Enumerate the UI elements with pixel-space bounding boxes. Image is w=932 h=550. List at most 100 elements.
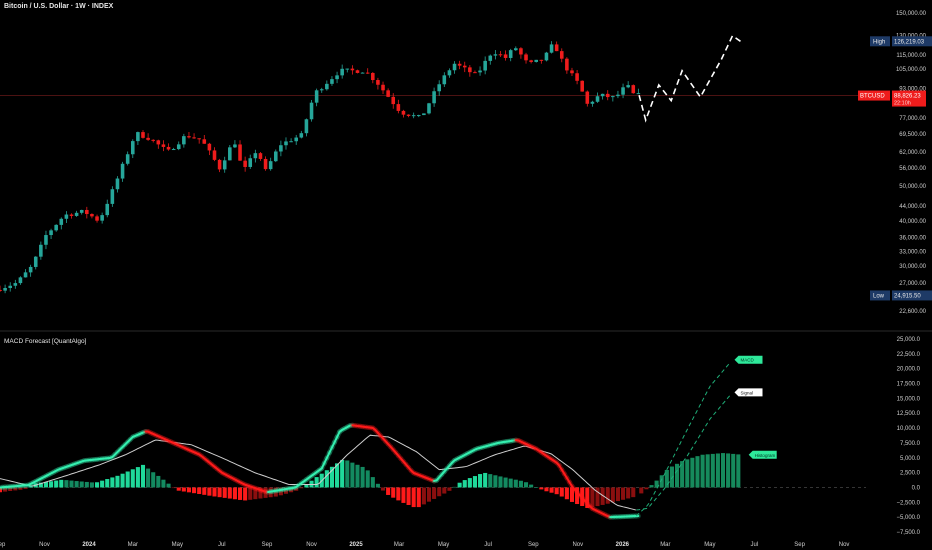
candle <box>238 144 242 161</box>
candle <box>534 59 539 62</box>
histogram-bar <box>49 481 54 488</box>
candle <box>28 266 33 273</box>
candle <box>442 75 447 85</box>
x-tick-label: Sep <box>262 542 273 548</box>
histogram-bar <box>411 487 416 508</box>
candle <box>212 150 217 160</box>
candle <box>207 143 212 151</box>
candle <box>314 90 319 103</box>
candle <box>575 73 579 81</box>
candle <box>222 160 227 170</box>
histogram-bar <box>140 464 146 488</box>
candle <box>468 67 472 73</box>
candle <box>268 161 273 170</box>
candle <box>18 277 23 284</box>
candle <box>64 214 69 219</box>
candle <box>401 110 406 115</box>
candle <box>325 83 329 90</box>
candle <box>621 87 625 95</box>
histogram-forecast-bar <box>685 459 690 488</box>
histogram-bar <box>253 487 258 500</box>
candle <box>182 136 186 145</box>
candle <box>8 285 13 288</box>
candle <box>39 244 43 257</box>
candle <box>600 93 605 97</box>
candle <box>585 91 590 104</box>
histogram-bar <box>100 480 105 488</box>
price-tick-label: 30,000.00 <box>899 264 926 270</box>
x-tick-label: Jul <box>751 542 759 548</box>
histogram-bar <box>549 487 554 493</box>
x-tick-label: Sep <box>0 542 6 548</box>
histogram-bar <box>324 470 329 488</box>
histogram-forecast-bar <box>736 454 741 488</box>
high-badge-label: High <box>873 40 885 46</box>
candle <box>488 55 493 61</box>
histogram-bar <box>43 481 49 488</box>
histogram-bar <box>432 487 437 499</box>
histogram-bar <box>452 486 457 488</box>
macd-tick-label: 17,500.0 <box>897 382 921 388</box>
price-tick-label: 40,000.00 <box>899 219 926 225</box>
x-tick-label: Nov <box>39 542 50 548</box>
candle <box>253 153 258 159</box>
histogram-bar <box>523 482 529 488</box>
histogram-bar <box>115 475 120 488</box>
low-badge-label-bg <box>870 290 890 301</box>
candle <box>437 84 441 92</box>
candle <box>371 72 375 81</box>
histogram-tag-text: Histogram <box>755 453 776 458</box>
candle <box>483 60 487 71</box>
histogram-bar <box>0 487 3 493</box>
macd-tick-label: 22,500.0 <box>897 352 921 358</box>
histogram-bar <box>94 482 100 488</box>
candle <box>79 209 84 213</box>
histogram-bar <box>360 466 365 488</box>
candle <box>549 44 554 53</box>
candle <box>360 72 365 74</box>
histogram-bar <box>248 487 253 500</box>
histogram-bar <box>375 483 380 488</box>
candle <box>498 54 503 56</box>
candle <box>120 163 125 179</box>
candle <box>524 54 528 61</box>
histogram-forecast-bar <box>669 466 674 488</box>
candle <box>279 145 283 152</box>
histogram-bar <box>74 481 79 488</box>
histogram-bar <box>120 473 125 488</box>
macd-tick-label: 0.0 <box>912 485 921 491</box>
histogram-bar <box>396 487 401 501</box>
candle <box>611 96 615 98</box>
candle <box>529 60 533 62</box>
candle <box>381 84 385 91</box>
candle <box>130 141 135 155</box>
histogram-bar <box>299 487 304 489</box>
candle <box>605 93 610 98</box>
x-tick-label: Jul <box>218 542 226 548</box>
candle <box>539 59 544 61</box>
signal-tag: Signal <box>734 388 763 397</box>
candle <box>187 136 191 138</box>
macd-tag: MACD <box>734 355 763 364</box>
candle <box>284 141 288 146</box>
histogram-bar <box>380 487 386 491</box>
candle <box>294 137 298 142</box>
histogram-bar <box>79 481 84 488</box>
last-price-bg <box>892 90 926 107</box>
high-badge: High 126,219.03 <box>870 36 932 47</box>
histogram-bar <box>130 469 135 488</box>
symbol-label: BTCUSD <box>860 94 885 100</box>
candle <box>141 132 145 138</box>
histogram-bar <box>340 459 345 488</box>
low-badge-value: 24,915.50 <box>894 294 921 300</box>
price-tick-label: 115,000.00 <box>896 53 926 59</box>
macd-tick-label: −7,500.0 <box>896 530 920 536</box>
candle <box>636 93 641 95</box>
candle <box>345 68 350 70</box>
candle <box>304 119 309 134</box>
histogram-bar <box>605 487 610 504</box>
histogram-bar <box>600 487 605 505</box>
macd-tick-label: 20,000.0 <box>897 367 921 373</box>
high-badge-label-bg <box>870 36 890 47</box>
